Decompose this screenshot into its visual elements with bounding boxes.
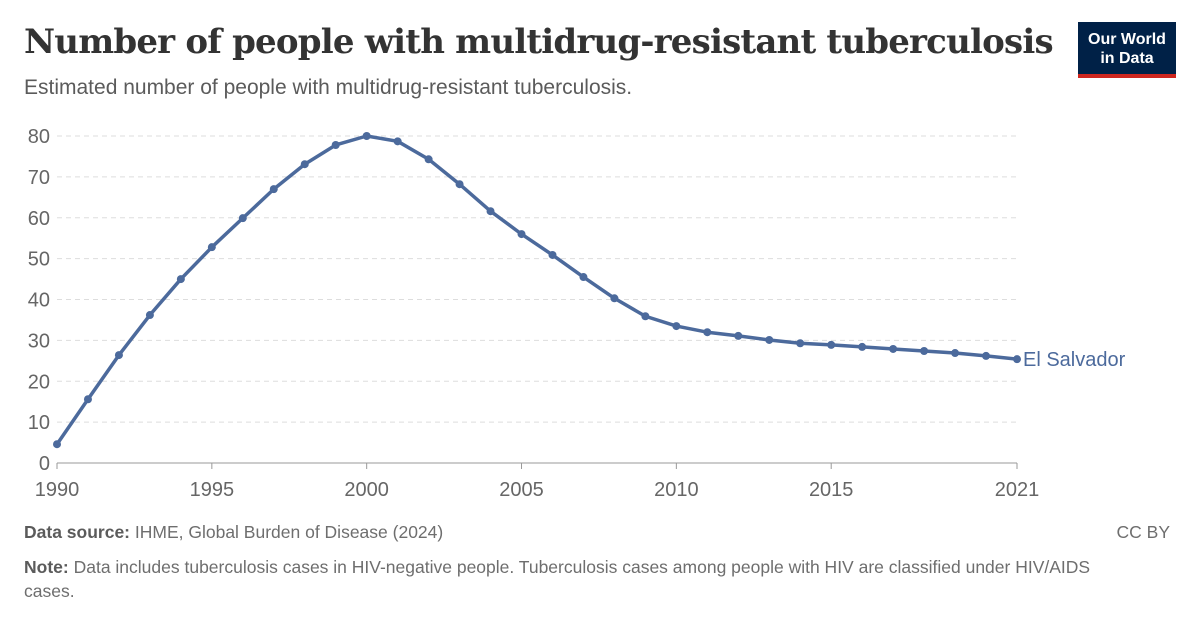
chart-subtitle: Estimated number of people with multidru…: [24, 76, 633, 99]
data-point: [734, 331, 743, 340]
source-text: IHME, Global Burden of Disease (2024): [130, 522, 444, 542]
y-tick-label: 40: [28, 290, 50, 312]
data-point: [920, 347, 929, 356]
logo-text: Our World: [1088, 31, 1166, 48]
x-tick-label: 2010: [654, 479, 699, 501]
data-point: [827, 340, 836, 349]
data-point: [393, 137, 402, 146]
series-label: El Salvador: [1023, 349, 1126, 371]
data-point: [207, 243, 216, 252]
note: Note: Data includes tuberculosis cases i…: [24, 555, 1144, 603]
note-text: Data includes tuberculosis cases in HIV-…: [24, 557, 1091, 601]
data-point: [114, 351, 123, 360]
data-point: [703, 328, 712, 337]
data-point: [53, 440, 61, 449]
note-label: Note:: [24, 557, 69, 577]
y-tick-label: 80: [28, 126, 50, 148]
y-tick-label: 10: [28, 412, 50, 434]
data-point: [982, 351, 991, 360]
data-point: [362, 132, 371, 140]
data-point: [269, 185, 278, 194]
data-point: [238, 214, 247, 223]
data-point: [548, 250, 557, 259]
data-point: [858, 342, 867, 351]
y-tick-label: 60: [28, 208, 50, 230]
y-tick-label: 30: [28, 330, 50, 352]
data-point: [486, 207, 495, 216]
data-point: [331, 140, 340, 149]
data-point: [951, 349, 960, 358]
x-tick-label: 1995: [190, 479, 235, 501]
x-tick-label: 2021: [995, 479, 1040, 501]
data-point: [517, 230, 526, 239]
x-tick-label: 2000: [344, 479, 389, 501]
y-tick-label: 0: [39, 453, 50, 475]
data-source: Data source: IHME, Global Burden of Dise…: [24, 522, 443, 543]
license[interactable]: CC BY: [1116, 522, 1170, 542]
data-point: [176, 275, 185, 284]
owid-logo[interactable]: Our World in Data: [1078, 22, 1176, 78]
data-point: [579, 273, 588, 282]
data-point: [641, 312, 650, 321]
data-point: [1013, 355, 1021, 364]
data-point: [765, 335, 774, 344]
data-point: [455, 180, 464, 189]
x-tick-label: 1990: [35, 479, 80, 501]
y-tick-label: 50: [28, 249, 50, 271]
x-tick-label: 2005: [499, 479, 544, 501]
source-label: Data source:: [24, 522, 131, 542]
x-tick-label: 2015: [809, 479, 854, 501]
data-point: [796, 339, 805, 348]
y-tick-label: 20: [28, 371, 50, 393]
data-point: [300, 160, 309, 169]
data-point: [83, 395, 92, 404]
series-line: [55, 134, 1018, 446]
data-point: [145, 311, 154, 320]
data-point: [610, 294, 619, 303]
data-point: [672, 322, 681, 331]
data-point: [424, 155, 433, 164]
logo-text: in Data: [1100, 50, 1154, 67]
data-point: [889, 344, 898, 353]
y-tick-label: 70: [28, 167, 50, 189]
chart-title: Number of people with multidrug-resistan…: [24, 22, 1054, 62]
